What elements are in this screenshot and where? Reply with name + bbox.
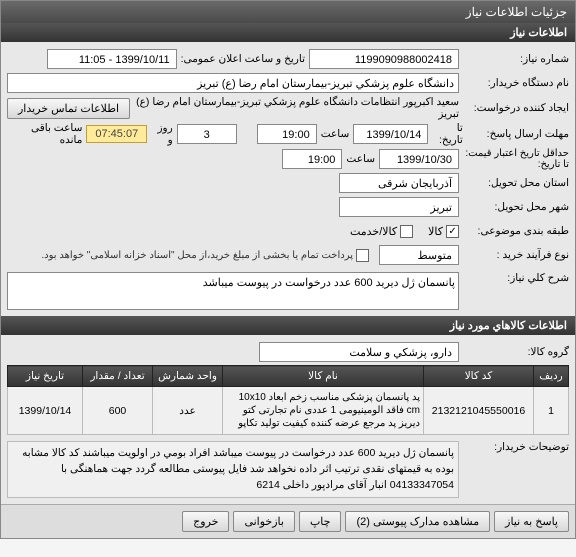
- window-titlebar: جزئیات اطلاعات نیاز: [1, 1, 575, 23]
- announce-label: تاریخ و ساعت اعلان عمومی:: [177, 53, 309, 65]
- table-row[interactable]: 1 2132121045550016 پد پانسمان پزشکی مناس…: [8, 387, 569, 435]
- col-qty: تعداد / مقدار: [83, 366, 153, 387]
- service-checkbox[interactable]: [400, 225, 413, 238]
- until-label: تا تاریخ:: [428, 122, 466, 146]
- answer-button[interactable]: پاسخ به نیاز: [494, 511, 569, 532]
- cell-name: پد پانسمان پزشکی مناسب زخم ابعاد 10x10 c…: [223, 387, 424, 435]
- creator-value: سعيد اكبرپور انتظامات دانشگاه علوم پزشكي…: [130, 96, 459, 120]
- need-info-header: اطلاعات نیاز: [1, 23, 575, 42]
- creator-label: ایجاد کننده درخواست:: [459, 102, 569, 114]
- budget-label: طبقه بندی موضوعی:: [459, 225, 569, 237]
- footer-toolbar: پاسخ به نیاز مشاهده مدارک پیوستی (2) چاپ…: [1, 504, 575, 538]
- process-value: متوسط: [379, 245, 459, 265]
- days-left: 3: [177, 124, 237, 144]
- buyer-org-label: نام دستگاه خریدار:: [459, 77, 569, 89]
- deadline-label: مهلت ارسال پاسخ:: [467, 128, 569, 140]
- valid-price-time: 19:00: [282, 149, 342, 169]
- group-label: گروه کالا:: [459, 346, 569, 358]
- cell-rownum: 1: [534, 387, 569, 435]
- goods-chk-label: کالا: [428, 225, 443, 238]
- group-value: دارو، پزشكي و سلامت: [259, 342, 459, 362]
- goods-checkbox-wrap: کالا: [428, 225, 459, 238]
- need-no-label: شماره نیاز:: [459, 53, 569, 65]
- delivery-city-label: شهر محل تحویل:: [459, 201, 569, 213]
- countdown-timer: 07:45:07: [86, 125, 147, 143]
- buyer-desc-label: توضیحات خریدار:: [459, 441, 569, 453]
- window-title: جزئیات اطلاعات نیاز: [466, 5, 567, 19]
- cell-unit: عدد: [153, 387, 223, 435]
- table-header-row: ردیف کد کالا نام کالا واحد شمارش تعداد /…: [8, 366, 569, 387]
- buyer-org-input: [7, 73, 459, 93]
- cell-date: 1399/10/14: [8, 387, 83, 435]
- timer-label: ساعت باقی مانده: [7, 122, 86, 146]
- payment-note: پرداخت تمام یا بخشی از مبلغ خرید،از محل …: [41, 250, 353, 261]
- main-content: شماره نیاز: 1199090988002418 تاریخ و ساع…: [1, 42, 575, 316]
- days-left-label: روز و: [147, 122, 176, 146]
- summary-label: شرح كلي نياز:: [459, 272, 569, 284]
- refresh-button[interactable]: بازخوانی: [233, 511, 295, 532]
- service-checkbox-wrap: کالا/خدمت: [350, 225, 413, 238]
- col-code: کد کالا: [424, 366, 534, 387]
- payment-checkbox-wrap: پرداخت تمام یا بخشی از مبلغ خرید،از محل …: [41, 249, 369, 262]
- print-button[interactable]: چاپ: [299, 511, 342, 532]
- col-row: ردیف: [534, 366, 569, 387]
- col-unit: واحد شمارش: [153, 366, 223, 387]
- contact-info-button[interactable]: اطلاعات تماس خریدار: [7, 98, 130, 119]
- deadline-time-label: ساعت: [317, 128, 354, 140]
- delivery-prov-label: استان محل تحویل:: [459, 177, 569, 189]
- service-chk-label: کالا/خدمت: [350, 225, 397, 238]
- col-name: نام کالا: [223, 366, 424, 387]
- items-header: اطلاعات كالاهاي مورد نياز: [1, 316, 575, 335]
- buyer-desc-text: پانسمان ژل ديريد 600 عدد درخواست در پيوس…: [7, 441, 459, 498]
- payment-checkbox[interactable]: [356, 249, 369, 262]
- announce-value: 1399/10/11 - 11:05: [47, 49, 177, 69]
- summary-textarea: پانسمان ژل ديريد 600 عدد درخواست در پيوس…: [7, 272, 459, 310]
- items-table: ردیف کد کالا نام کالا واحد شمارش تعداد /…: [7, 365, 569, 435]
- exit-button[interactable]: خروج: [182, 511, 229, 532]
- valid-price-time-label: ساعت: [342, 153, 379, 165]
- goods-checkbox[interactable]: [446, 225, 459, 238]
- need-no-value: 1199090988002418: [309, 49, 459, 69]
- cell-qty: 600: [83, 387, 153, 435]
- valid-price-date: 1399/10/30: [379, 149, 459, 169]
- valid-price-label: حداقل تاریخ اعتبار قیمت: تا تاریخ:: [459, 148, 569, 170]
- process-label: نوع فرآیند خرید :: [459, 249, 569, 261]
- need-details-window: جزئیات اطلاعات نیاز اطلاعات نیاز شماره ن…: [0, 0, 576, 539]
- col-date: تاریخ نیاز: [8, 366, 83, 387]
- delivery-city: تبریز: [339, 197, 459, 217]
- deadline-time: 19:00: [257, 124, 317, 144]
- attachments-button[interactable]: مشاهده مدارک پیوستی (2): [345, 511, 490, 532]
- deadline-date: 1399/10/14: [353, 124, 428, 144]
- delivery-prov: آذربایجان شرقی: [339, 173, 459, 193]
- cell-code: 2132121045550016: [424, 387, 534, 435]
